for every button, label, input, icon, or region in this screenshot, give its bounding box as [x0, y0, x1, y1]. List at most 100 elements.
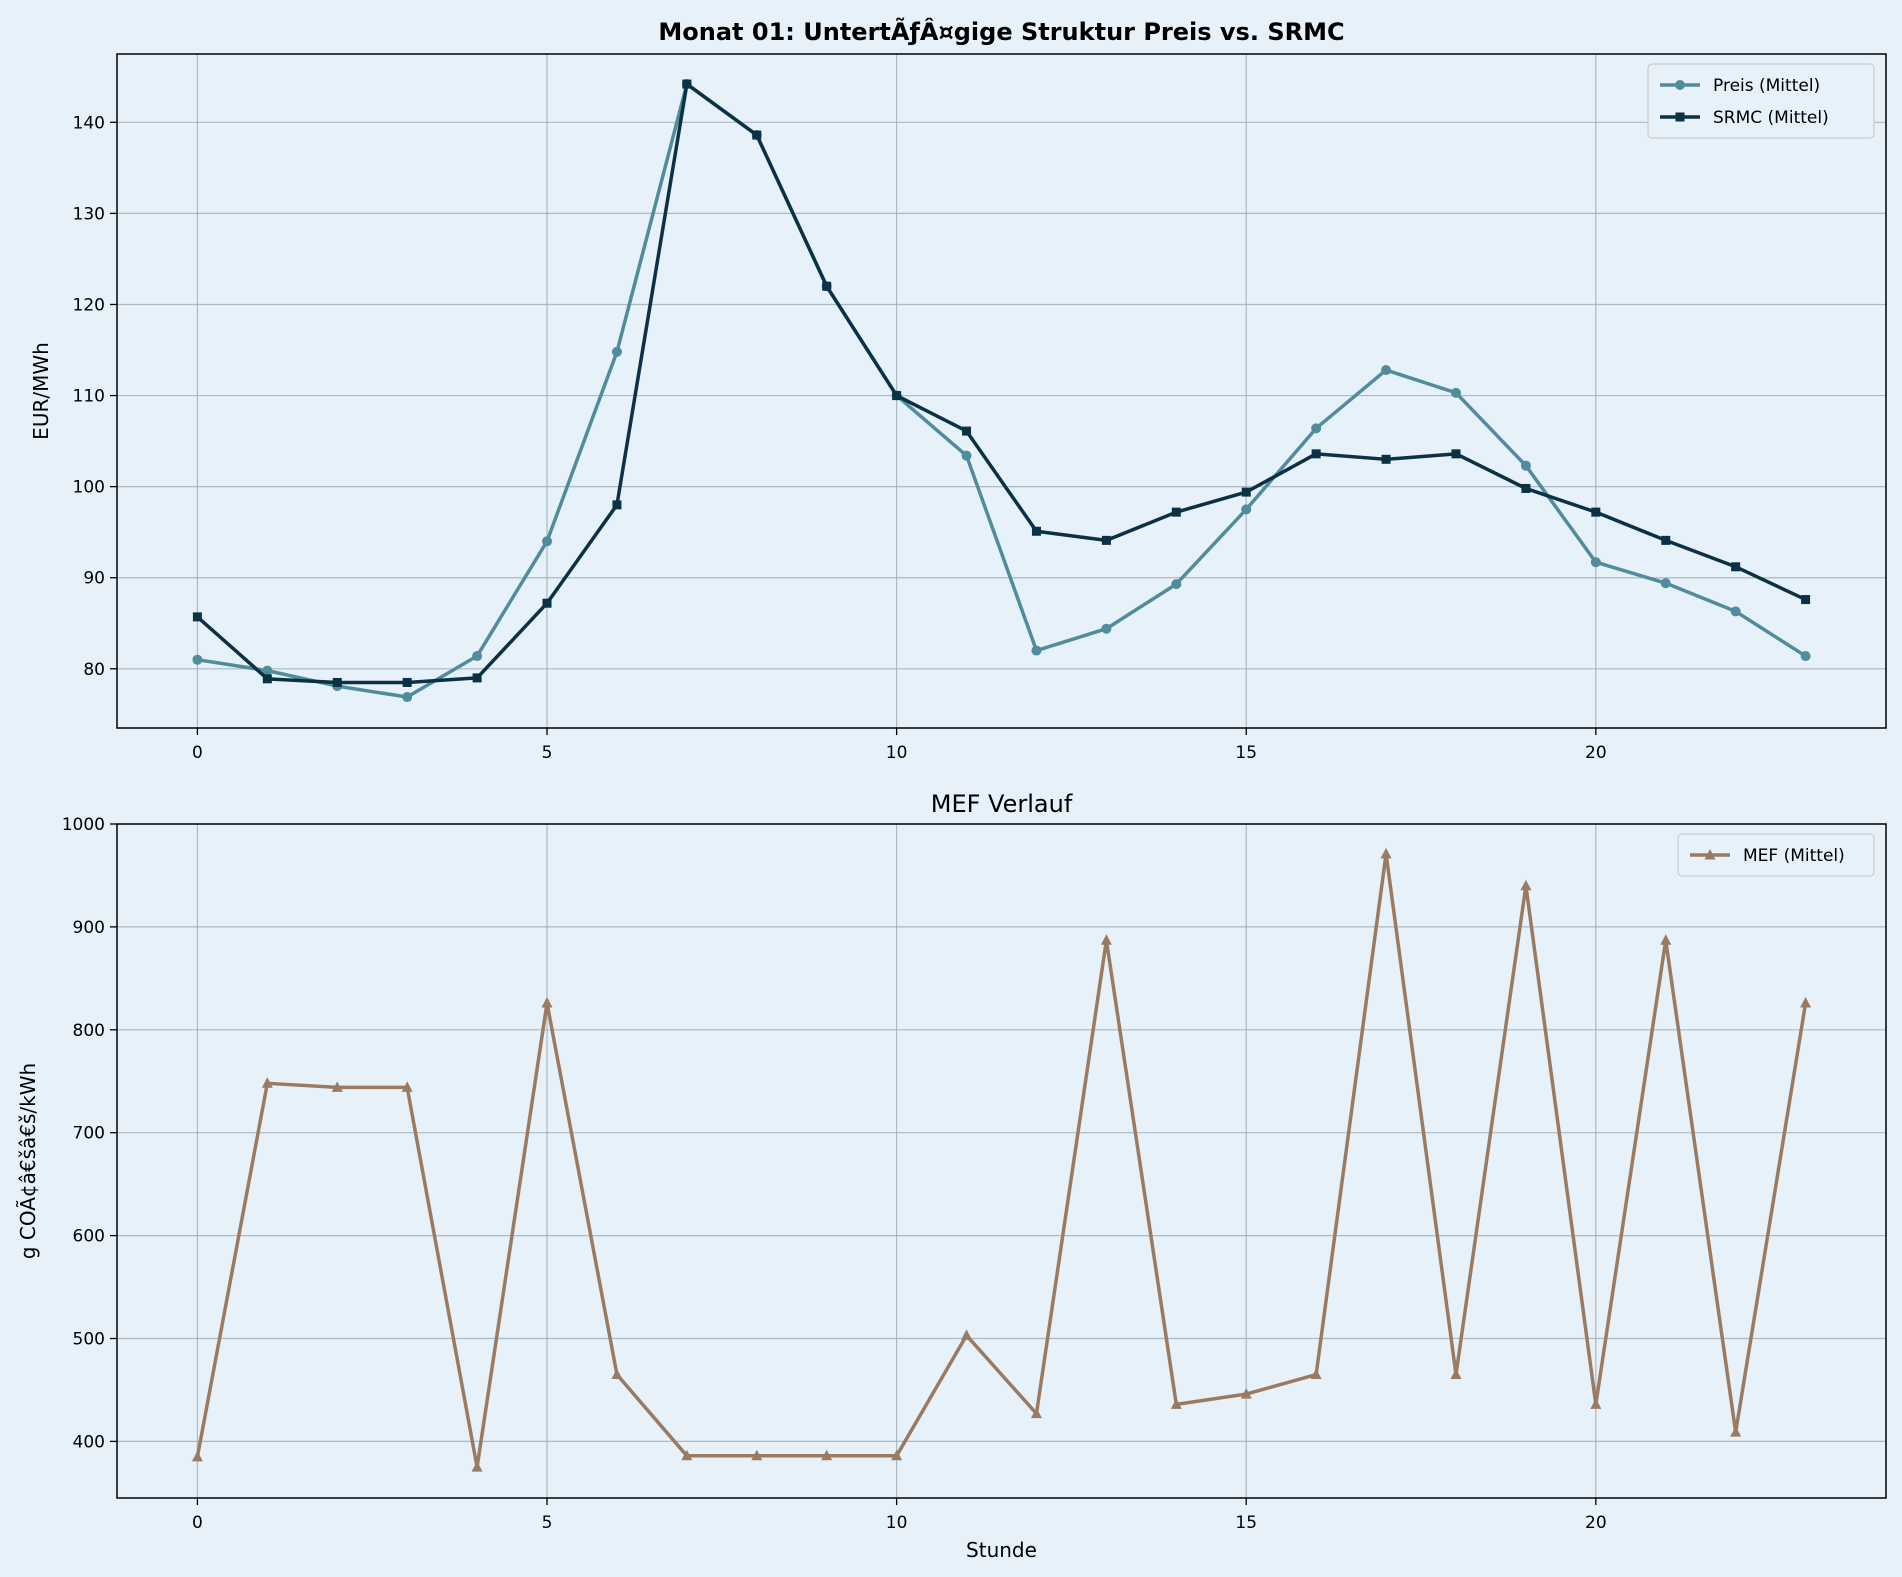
legend-label: MEF (Mittel)	[1743, 846, 1845, 866]
x-tick-label: 5	[542, 743, 553, 763]
y-tick-label: 900	[73, 918, 105, 938]
x-axis-label: Stunde	[966, 1538, 1037, 1562]
data-point	[401, 1081, 413, 1092]
data-point	[1704, 849, 1716, 860]
chart-title: MEF Verlauf	[931, 790, 1073, 818]
y-tick-label: 700	[73, 1124, 105, 1144]
legend: Preis (Mittel) SRMC (Mittel)	[1647, 63, 1875, 139]
data-point	[822, 281, 832, 291]
data-point	[1590, 1398, 1602, 1409]
data-point	[1661, 535, 1671, 545]
data-point	[472, 673, 482, 683]
data-point	[1241, 487, 1251, 497]
data-point	[1101, 535, 1111, 545]
data-point	[1310, 1368, 1322, 1380]
data-point	[1520, 460, 1531, 471]
data-point	[821, 1449, 833, 1461]
chart-panel-2: 0 5 10 15 20 400 500 600 700 800 900 1000 MEF Verlau…	[16, 790, 1887, 1562]
y-axis-label: g COÃ¢â€šâ€š/kWh	[16, 1063, 40, 1259]
series-2	[192, 79, 1811, 687]
x-tick-label: 10	[886, 743, 908, 763]
data-point	[962, 426, 972, 436]
data-point	[1311, 449, 1321, 459]
data-point	[1521, 483, 1531, 493]
data-point	[471, 1461, 483, 1472]
data-point	[1591, 507, 1601, 517]
data-point	[1171, 507, 1181, 517]
data-point	[1800, 997, 1812, 1008]
data-point	[1031, 645, 1042, 656]
y-tick-label: 800	[73, 1021, 105, 1041]
data-point	[1100, 934, 1112, 945]
data-point	[892, 391, 902, 401]
series-1	[191, 847, 1812, 1472]
legend-entry: Preis (Mittel)	[1660, 76, 1820, 96]
data-point	[331, 1081, 343, 1092]
plot-area	[117, 54, 1886, 728]
data-point	[1660, 934, 1672, 945]
data-point	[191, 1450, 203, 1462]
data-point	[1675, 80, 1685, 90]
data-point	[961, 450, 972, 461]
x-tick-label: 5	[542, 1513, 553, 1533]
data-point	[1675, 112, 1685, 122]
data-point	[1381, 365, 1392, 376]
legend-entry: SRMC (Mittel)	[1660, 108, 1829, 128]
data-point	[752, 130, 762, 140]
data-point	[612, 500, 622, 510]
data-point	[192, 612, 202, 622]
plot-area	[117, 824, 1886, 1498]
data-point	[542, 536, 553, 547]
x-tick-label: 20	[1585, 1513, 1607, 1533]
data-point	[261, 1077, 273, 1088]
data-point	[1730, 1426, 1742, 1437]
chart-title: Monat 01: UntertÃƒÂ¤gige Struktur Preis …	[658, 17, 1344, 46]
data-point	[751, 1449, 763, 1461]
axes-frame	[116, 823, 1887, 1499]
y-tick-label: 140	[73, 113, 105, 133]
data-point	[1311, 423, 1322, 434]
series-line	[197, 82, 1807, 699]
legend-label: SRMC (Mittel)	[1713, 108, 1829, 128]
y-tick-label: 120	[73, 295, 105, 315]
data-point	[472, 651, 483, 662]
data-point	[262, 665, 273, 676]
data-point	[1660, 578, 1671, 589]
y-tick-label: 1000	[62, 815, 105, 835]
y-axis-label: EUR/MWh	[29, 342, 53, 440]
data-point	[1520, 879, 1532, 891]
axes-frame	[116, 53, 1887, 729]
data-point	[1170, 1398, 1182, 1409]
x-tick-label: 15	[1235, 1513, 1257, 1533]
legend-entry: MEF (Mittel)	[1690, 846, 1845, 866]
x-tick-label: 10	[886, 1513, 908, 1533]
data-point	[1801, 595, 1811, 605]
legend-box	[1677, 833, 1875, 877]
data-point	[1450, 387, 1461, 398]
data-point	[891, 1449, 903, 1461]
y-tick-label: 400	[73, 1432, 105, 1452]
data-point	[681, 1449, 693, 1461]
y-tick-label: 500	[73, 1330, 105, 1350]
grid-lines	[117, 54, 1886, 728]
data-point	[1031, 526, 1041, 536]
data-point	[402, 677, 412, 687]
data-point	[1731, 562, 1741, 572]
data-point	[1101, 623, 1112, 634]
x-tick-label: 15	[1235, 743, 1257, 763]
data-point	[1381, 454, 1391, 464]
data-point	[402, 692, 413, 703]
data-point	[541, 997, 553, 1008]
data-point	[1450, 1368, 1462, 1380]
data-point	[1241, 504, 1252, 515]
y-tick-label: 130	[73, 204, 105, 224]
series-line	[195, 852, 1808, 1469]
y-tick-label: 100	[73, 478, 105, 498]
y-tick-label: 110	[73, 387, 105, 407]
series-line	[196, 82, 1807, 685]
x-tick-label: 0	[192, 743, 203, 763]
legend: MEF (Mittel)	[1677, 833, 1875, 877]
data-point	[332, 677, 342, 687]
x-tick-label: 20	[1585, 743, 1607, 763]
